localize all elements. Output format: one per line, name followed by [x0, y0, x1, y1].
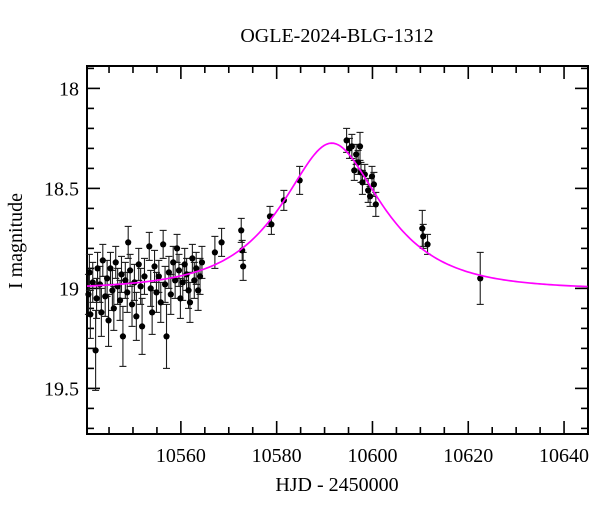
data-point	[181, 261, 188, 268]
data-point	[116, 297, 124, 304]
data-point	[161, 281, 169, 288]
data-point	[365, 187, 372, 194]
data-point	[351, 167, 358, 174]
data-point	[353, 151, 360, 158]
x-tick-label: 10620	[443, 445, 493, 467]
data-point	[160, 241, 167, 248]
data-point	[172, 277, 179, 284]
data-point	[124, 289, 131, 296]
data-point	[198, 259, 206, 266]
error-bars-layer	[84, 127, 484, 391]
data-point	[105, 317, 112, 324]
x-tick-label: 10580	[252, 445, 302, 467]
data-point	[93, 295, 100, 302]
data-point	[109, 287, 116, 294]
x-tick-label: 10600	[347, 445, 397, 467]
data-point	[175, 267, 183, 274]
data-point	[135, 261, 142, 268]
data-point	[165, 269, 173, 276]
data-point	[138, 323, 146, 330]
data-point	[185, 287, 192, 294]
data-point	[424, 241, 431, 248]
data-point	[177, 295, 184, 302]
data-point	[151, 263, 158, 270]
data-point	[127, 267, 134, 274]
data-point	[343, 137, 350, 144]
y-tick-label: 19.5	[44, 378, 79, 400]
axes-ticks-layer	[87, 66, 588, 434]
y-axis-label: I magnitude	[5, 193, 27, 289]
data-point	[157, 299, 164, 306]
data-point	[107, 265, 114, 272]
model-curve-layer	[86, 142, 588, 288]
data-point	[141, 273, 148, 280]
data-point	[98, 309, 105, 316]
data-point	[211, 249, 218, 256]
data-point	[372, 201, 379, 208]
data-point	[112, 259, 119, 266]
data-point	[153, 289, 160, 296]
data-point	[179, 279, 186, 286]
data-point	[128, 301, 136, 308]
data-point	[86, 269, 93, 276]
x-tick-label: 10560	[156, 445, 206, 467]
data-point	[195, 287, 202, 294]
x-tick-label: 10640	[539, 445, 589, 467]
data-point	[368, 173, 376, 180]
data-point	[133, 313, 140, 320]
y-tick-label: 18.5	[44, 178, 79, 200]
data-point	[87, 311, 94, 318]
data-point	[186, 299, 194, 306]
y-tick-label: 18	[59, 78, 79, 100]
data-point	[366, 193, 374, 200]
data-point	[170, 259, 177, 266]
data-point	[370, 181, 378, 188]
tick-labels-layer: 10560 10580 10600 10620 10640 18 18.5 19 19.5	[44, 78, 589, 467]
data-point	[163, 333, 170, 340]
data-point	[92, 347, 99, 354]
data-point	[356, 143, 364, 150]
data-point	[173, 245, 181, 252]
data-point	[149, 309, 156, 316]
y-tick-label: 19	[59, 278, 79, 300]
data-point	[240, 263, 247, 270]
data-point	[196, 273, 204, 280]
data-point	[189, 255, 196, 262]
data-point	[268, 221, 275, 228]
data-point	[218, 239, 225, 246]
data-point	[137, 283, 144, 290]
data-point	[125, 239, 132, 246]
chart-title: OGLE-2024-BLG-1312	[240, 25, 433, 47]
x-axis-label: HJD - 2450000	[275, 474, 398, 496]
data-point	[147, 285, 154, 292]
data-point	[118, 271, 125, 278]
data-point	[94, 265, 101, 272]
data-point	[99, 257, 106, 264]
data-point	[238, 227, 245, 234]
data-point	[167, 291, 174, 298]
data-point	[104, 275, 111, 282]
data-point	[155, 273, 162, 280]
data-point	[419, 225, 426, 232]
data-point	[122, 277, 129, 284]
data-point	[359, 179, 366, 186]
data-point	[193, 265, 200, 272]
data-point	[85, 291, 92, 298]
plot-area	[86, 65, 589, 435]
data-point	[420, 233, 427, 240]
model-curve	[86, 142, 588, 288]
data-point	[89, 279, 96, 286]
data-point	[191, 277, 198, 284]
data-point	[102, 293, 109, 300]
data-points-layer	[85, 137, 484, 354]
data-point	[119, 333, 127, 340]
data-point	[96, 281, 104, 288]
data-point	[477, 275, 484, 282]
data-point	[110, 305, 117, 312]
data-point	[146, 243, 153, 250]
data-point	[348, 143, 355, 150]
